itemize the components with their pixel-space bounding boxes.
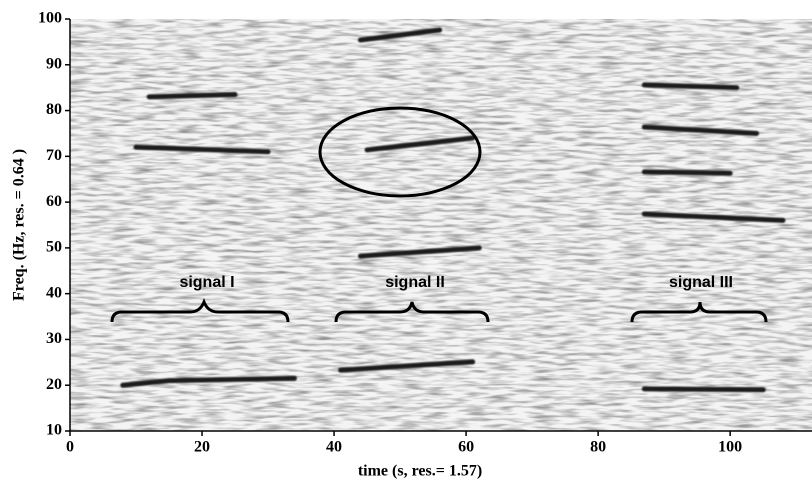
y-tick-label: 40 [46,284,62,301]
frequency-track [641,386,766,393]
annotation: signal I [179,274,234,291]
bracket [630,301,768,323]
frequency-track [120,375,297,388]
frequency-track [641,169,733,176]
y-tick-label: 70 [46,147,62,164]
x-tick-label: 40 [326,439,342,456]
x-axis-label: time (s, res.= 1.57) [358,463,482,480]
frequency-track [364,135,476,153]
annotation: signal III [669,274,733,291]
bracket [334,301,490,323]
frequency-track [357,27,443,43]
y-tick-label: 80 [46,101,62,118]
spectrogram-texture [70,19,812,431]
y-tick-label: 20 [46,376,62,393]
frequency-track [357,245,482,259]
bracket [110,297,290,323]
frequency-track [338,359,476,373]
annotation: signal II [385,274,445,291]
x-tick-label: 60 [458,439,474,456]
tracks [120,27,786,393]
frequency-track [641,124,760,136]
y-axis-label: Freq. (Hz, res. = 0.64 ) [11,149,28,301]
frequency-track [133,144,271,155]
frequency-track [641,82,740,91]
y-tick-label: 90 [46,55,62,72]
highlight-ellipse [318,106,482,198]
frequency-track [146,92,238,100]
x-tick-label: 100 [718,439,742,456]
y-tick-label: 30 [46,330,62,347]
frequency-track [641,211,786,223]
y-tick-label: 100 [38,10,62,27]
x-tick-label: 80 [590,439,606,456]
y-tick-label: 10 [46,422,62,439]
y-tick-label: 50 [46,239,62,256]
x-tick-label: 0 [66,439,74,456]
x-tick-label: 20 [194,439,210,456]
y-tick-label: 60 [46,193,62,210]
